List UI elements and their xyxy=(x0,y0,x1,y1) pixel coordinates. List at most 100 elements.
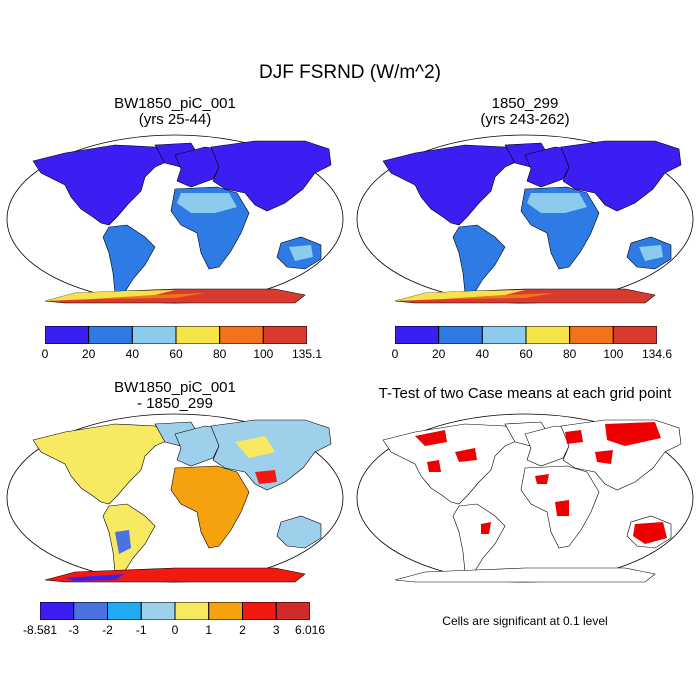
antarctica-mid xyxy=(95,293,205,299)
colorbar-tick-label: 60 xyxy=(519,347,533,361)
figure-title: DJF FSRND (W/m^2) xyxy=(258,62,441,83)
south-america xyxy=(102,224,156,296)
colorbar-tick-label: 6.016 xyxy=(294,623,326,637)
north-america xyxy=(32,144,174,226)
colorbar-swatch xyxy=(525,326,571,344)
panel2-title-line1: 1850_299 xyxy=(491,95,559,112)
diff-patch xyxy=(255,470,277,484)
significant-cell-cluster xyxy=(605,422,661,446)
colorbar-tick-label: 20 xyxy=(431,347,446,361)
colorbar-tick-label: -8.581 xyxy=(22,623,58,637)
sahara xyxy=(527,193,587,213)
panel1-title-line1: BW1850_piC_001 xyxy=(114,95,236,112)
colorbar-tick-label: 2 xyxy=(239,623,246,637)
panel1-title: BW1850_piC_001 (yrs 25-44) xyxy=(5,96,345,128)
colorbar-swatch xyxy=(612,326,657,344)
significant-cell-cluster xyxy=(415,430,447,446)
colorbar-tick-label: 100 xyxy=(603,347,624,361)
colorbar-tick-label: 0 xyxy=(391,347,399,361)
colorbar-swatch xyxy=(73,602,108,620)
panel1-map xyxy=(6,134,344,304)
colorbar-tick-label: 80 xyxy=(212,347,227,361)
significant-cell-cluster xyxy=(481,522,491,534)
colorbar-swatch xyxy=(208,602,243,620)
colorbar-tick-label: 1 xyxy=(205,623,213,637)
asia xyxy=(210,419,332,491)
colorbar-tick-label: 20 xyxy=(81,347,96,361)
colorbar-swatch xyxy=(395,326,440,344)
significant-cell-cluster xyxy=(535,474,549,484)
australia xyxy=(276,515,322,549)
significant-cell-cluster xyxy=(555,500,569,516)
colorbar-swatch xyxy=(88,326,133,344)
colorbar-tick-label: 134.6 xyxy=(641,347,673,361)
colorbar-tick-label: 40 xyxy=(125,347,139,361)
panel3-title-line1: BW1850_piC_001 xyxy=(114,379,236,396)
diff-patch xyxy=(235,436,275,458)
panel3-title: BW1850_piC_001 - 1850_299 xyxy=(5,380,345,412)
colorbar-swatch xyxy=(45,326,90,344)
colorbar-swatch xyxy=(481,326,527,344)
colorbar-swatch xyxy=(219,326,264,344)
colorbar-tick-label: 135.1 xyxy=(291,347,323,361)
antarctica-mid xyxy=(445,293,555,299)
colorbar-tick-label: 3 xyxy=(272,623,280,637)
north-america xyxy=(382,144,524,226)
panel3-title-line2: - 1850_299 xyxy=(137,395,213,412)
diff-patch xyxy=(115,530,131,554)
colorbar-swatch xyxy=(131,326,177,344)
colorbar-swatch xyxy=(174,602,210,620)
panel2-title-line2: (yrs 243-262) xyxy=(480,111,570,128)
south-america xyxy=(452,224,506,296)
colorbar-tick-label: 40 xyxy=(475,347,489,361)
panel3-colorbar xyxy=(40,602,310,620)
panel1-colorbar-ticks: 0 20 40 60 80 100 135.1 xyxy=(42,347,322,363)
colorbar-swatch xyxy=(175,326,221,344)
antarctica-edge xyxy=(395,290,525,301)
significance-note: Cells are significant at 0.1 level xyxy=(442,614,608,628)
africa xyxy=(170,465,250,549)
sahara xyxy=(177,193,237,213)
australia-interior xyxy=(289,245,313,261)
colorbar-tick-label: 0 xyxy=(171,623,179,637)
colorbar-tick-label: 60 xyxy=(169,347,183,361)
panel2-colorbar-ticks: 0 20 40 60 80 100 134.6 xyxy=(392,347,672,363)
colorbar-tick-label: 0 xyxy=(41,347,49,361)
significant-cell-cluster xyxy=(595,450,613,464)
significant-cell-cluster xyxy=(427,460,441,472)
north-america xyxy=(32,423,174,505)
diff-patch xyxy=(65,574,125,581)
panel3-map xyxy=(6,413,344,583)
colorbar-tick-label: 80 xyxy=(562,347,577,361)
asia xyxy=(560,140,682,212)
colorbar-tick-label: -2 xyxy=(102,623,113,637)
colorbar-tick-label: 100 xyxy=(253,347,274,361)
colorbar-swatch xyxy=(569,326,614,344)
colorbar-swatch xyxy=(275,602,310,620)
colorbar-tick-label: -3 xyxy=(68,623,80,637)
colorbar-swatch xyxy=(438,326,483,344)
panel3-colorbar-ticks: -8.581 -3 -2 -1 0 1 2 3 6.016 xyxy=(23,623,325,639)
colorbar-swatch xyxy=(262,326,307,344)
continent-outline xyxy=(382,423,524,505)
colorbar-swatch xyxy=(140,602,176,620)
colorbar-swatch xyxy=(242,602,277,620)
australia-interior xyxy=(639,245,663,261)
antarctica-edge xyxy=(45,290,175,301)
colorbar-tick-label: -1 xyxy=(135,623,147,637)
panel4-title: T-Test of two Case means at each grid po… xyxy=(378,385,672,402)
panel4-map xyxy=(356,413,694,583)
panel1-colorbar xyxy=(45,326,307,344)
colorbar-swatch xyxy=(107,602,142,620)
continent-outline xyxy=(394,567,656,583)
significant-cell-cluster xyxy=(565,430,583,444)
asia xyxy=(210,140,332,212)
panel2-title: 1850_299 (yrs 243-262) xyxy=(355,96,695,128)
colorbar-swatch xyxy=(40,602,75,620)
continent-outline xyxy=(452,503,506,575)
panel2-map xyxy=(356,134,694,304)
panel1-title-line2: (yrs 25-44) xyxy=(138,111,212,128)
significant-cell-cluster xyxy=(633,522,667,544)
panel2-colorbar xyxy=(395,326,657,344)
significant-cell-cluster xyxy=(455,448,477,462)
